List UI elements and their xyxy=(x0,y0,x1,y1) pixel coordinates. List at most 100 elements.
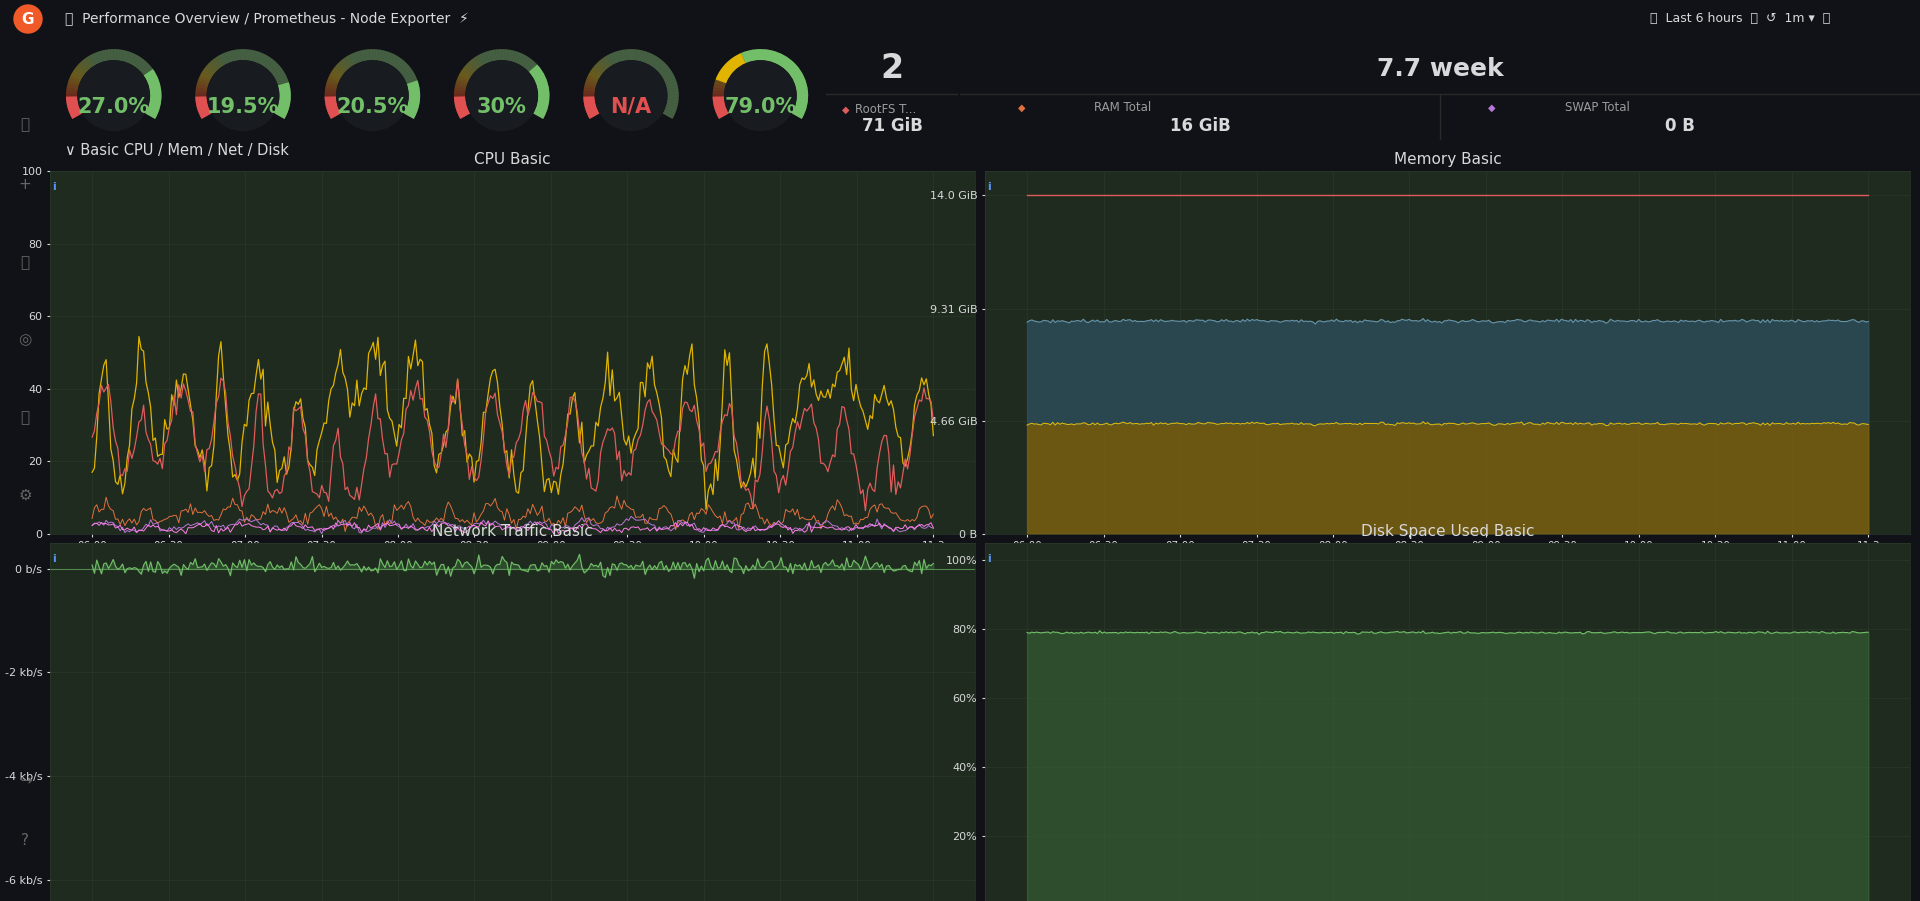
Wedge shape xyxy=(344,56,353,67)
Wedge shape xyxy=(714,78,726,85)
Wedge shape xyxy=(797,91,808,95)
Text: ⚙: ⚙ xyxy=(17,487,33,503)
Wedge shape xyxy=(67,81,79,87)
Wedge shape xyxy=(278,97,290,101)
Wedge shape xyxy=(712,97,724,101)
Wedge shape xyxy=(791,69,803,77)
Wedge shape xyxy=(248,50,253,61)
Circle shape xyxy=(207,60,280,132)
Wedge shape xyxy=(275,111,286,119)
Wedge shape xyxy=(455,81,467,87)
Wedge shape xyxy=(332,67,344,76)
Wedge shape xyxy=(409,99,420,104)
Wedge shape xyxy=(200,72,211,80)
Wedge shape xyxy=(67,102,79,107)
Wedge shape xyxy=(593,65,605,74)
Circle shape xyxy=(595,60,668,132)
Wedge shape xyxy=(641,50,647,62)
Wedge shape xyxy=(666,102,678,107)
Text: ⧉: ⧉ xyxy=(21,255,29,270)
Wedge shape xyxy=(142,67,154,76)
Wedge shape xyxy=(714,81,726,87)
Wedge shape xyxy=(98,50,104,62)
Wedge shape xyxy=(384,52,392,63)
Wedge shape xyxy=(129,53,136,64)
Text: ◆: ◆ xyxy=(1018,103,1025,113)
Text: 71 GiB: 71 GiB xyxy=(862,117,922,135)
Wedge shape xyxy=(718,111,730,119)
Wedge shape xyxy=(388,53,396,64)
Wedge shape xyxy=(83,58,92,68)
Wedge shape xyxy=(732,56,741,67)
Wedge shape xyxy=(735,55,743,66)
Wedge shape xyxy=(213,58,221,68)
Wedge shape xyxy=(196,81,209,87)
Wedge shape xyxy=(659,65,668,74)
Wedge shape xyxy=(586,81,597,87)
Wedge shape xyxy=(200,109,211,116)
Wedge shape xyxy=(403,80,420,119)
Wedge shape xyxy=(146,109,157,116)
Wedge shape xyxy=(660,67,670,76)
Wedge shape xyxy=(501,49,505,60)
Wedge shape xyxy=(534,72,545,80)
Wedge shape xyxy=(714,105,726,110)
Wedge shape xyxy=(275,82,290,119)
Wedge shape xyxy=(586,78,597,85)
Wedge shape xyxy=(196,87,207,92)
Wedge shape xyxy=(232,50,238,61)
Wedge shape xyxy=(244,49,246,60)
Wedge shape xyxy=(716,76,728,82)
Wedge shape xyxy=(92,53,100,64)
Wedge shape xyxy=(795,78,806,85)
Wedge shape xyxy=(127,52,132,63)
Wedge shape xyxy=(457,78,468,85)
Wedge shape xyxy=(278,105,290,110)
Wedge shape xyxy=(148,105,159,110)
Wedge shape xyxy=(614,50,620,62)
Title: Disk Space Used Basic: Disk Space Used Basic xyxy=(1361,523,1534,539)
Wedge shape xyxy=(457,106,468,114)
Wedge shape xyxy=(196,94,207,97)
Wedge shape xyxy=(528,65,549,119)
Wedge shape xyxy=(328,109,340,116)
Wedge shape xyxy=(196,102,207,107)
Wedge shape xyxy=(643,52,651,63)
Wedge shape xyxy=(409,87,420,92)
Wedge shape xyxy=(518,55,526,66)
Wedge shape xyxy=(348,55,355,66)
Wedge shape xyxy=(227,50,232,62)
Wedge shape xyxy=(783,60,793,70)
Wedge shape xyxy=(793,76,804,82)
Wedge shape xyxy=(69,76,81,82)
Text: G: G xyxy=(21,12,35,26)
Wedge shape xyxy=(407,102,419,107)
Text: ⏰  Last 6 hours  🔍  ↺  1m ▾  🖥: ⏰ Last 6 hours 🔍 ↺ 1m ▾ 🖥 xyxy=(1649,13,1830,25)
Wedge shape xyxy=(273,69,284,77)
Wedge shape xyxy=(365,50,371,60)
Wedge shape xyxy=(513,50,518,62)
Wedge shape xyxy=(712,91,724,95)
Wedge shape xyxy=(793,109,804,116)
Wedge shape xyxy=(328,76,340,82)
Wedge shape xyxy=(240,49,244,60)
Wedge shape xyxy=(236,50,240,60)
Wedge shape xyxy=(273,67,282,76)
Wedge shape xyxy=(495,50,499,60)
Wedge shape xyxy=(138,62,150,72)
Wedge shape xyxy=(146,111,157,119)
Wedge shape xyxy=(601,58,611,68)
Wedge shape xyxy=(584,102,595,107)
Wedge shape xyxy=(755,50,758,60)
Wedge shape xyxy=(538,99,549,104)
Wedge shape xyxy=(144,69,161,119)
Wedge shape xyxy=(399,65,411,74)
Wedge shape xyxy=(330,69,342,77)
Wedge shape xyxy=(778,55,785,66)
Wedge shape xyxy=(789,67,801,76)
Wedge shape xyxy=(536,78,547,85)
Wedge shape xyxy=(465,65,474,74)
Wedge shape xyxy=(636,50,641,61)
Wedge shape xyxy=(324,96,342,119)
Wedge shape xyxy=(668,91,680,95)
